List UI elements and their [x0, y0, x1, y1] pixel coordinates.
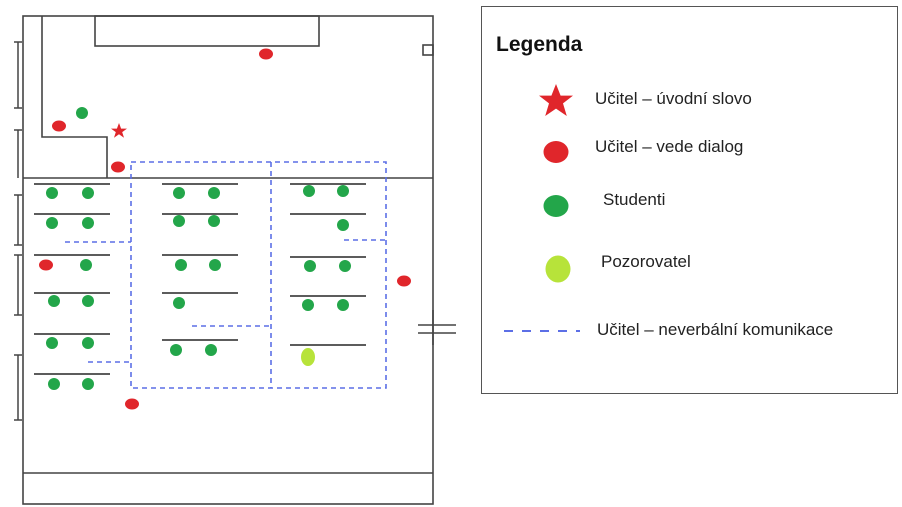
legend-item-teacher-intro: Učitel – úvodní slovo [482, 83, 897, 123]
student-dot [208, 187, 220, 199]
teacher-dialog-dot [39, 259, 53, 271]
student-dot [82, 378, 94, 390]
room-walls [22, 15, 434, 505]
teacher-dialog-positions [39, 48, 411, 410]
student-dot [46, 217, 58, 229]
student-dot [209, 259, 221, 271]
observer-dot [301, 348, 315, 366]
student-dot [337, 299, 349, 311]
teacher-dialog-dot [52, 120, 66, 132]
student-dot [304, 260, 316, 272]
legend-item-nonverbal: Učitel – neverbální komunikace [482, 319, 897, 359]
student-dot [175, 259, 187, 271]
blackboard [94, 15, 320, 47]
student-dot [170, 344, 182, 356]
student-dot [302, 299, 314, 311]
student-dot [76, 107, 88, 119]
yellow-green-dot-icon [545, 255, 571, 283]
green-dot-icon [543, 195, 569, 217]
student-dot [337, 185, 349, 197]
student-dot [82, 337, 94, 349]
red-dot-icon [543, 141, 569, 163]
dashed-line-icon [504, 330, 580, 332]
student-dot [339, 260, 351, 272]
student-dot [337, 219, 349, 231]
legend-label-teacher-intro: Učitel – úvodní slovo [595, 89, 752, 108]
student-dot [208, 215, 220, 227]
nonverbal-zone [65, 161, 387, 389]
student-dot [173, 187, 185, 199]
student-dot [48, 378, 60, 390]
student-dot [173, 215, 185, 227]
student-dot [173, 297, 185, 309]
legend-label-nonverbal: Učitel – neverbální komunikace [597, 320, 834, 339]
legend-item-observer: Pozorovatel [482, 252, 897, 292]
student-dot [82, 217, 94, 229]
legend-label-teacher-dialog: Učitel – vede dialog [595, 137, 744, 156]
windows-left [14, 41, 22, 421]
teacher-dialog-dot [111, 161, 125, 173]
legend-label-observer: Pozorovatel [601, 252, 691, 271]
door-right [418, 310, 456, 345]
legend-title: Legenda [496, 33, 583, 56]
student-dot [303, 185, 315, 197]
student-dot [46, 187, 58, 199]
teacher-dialog-dot [125, 398, 139, 410]
desks [34, 183, 366, 375]
teacher-dialog-dot [397, 275, 411, 287]
teacher-dialog-dot [259, 48, 273, 60]
student-dot [48, 295, 60, 307]
legend-label-students: Studenti [603, 190, 666, 209]
student-dot [82, 187, 94, 199]
legend-item-students: Studenti [482, 187, 897, 227]
student-dot [205, 344, 217, 356]
students [46, 107, 351, 390]
wall-socket [422, 44, 434, 56]
legend-box: Legenda Učitel – úvodní slovo Učitel – v… [481, 6, 898, 394]
legend-item-teacher-dialog: Učitel – vede dialog [482, 133, 897, 173]
teacher-corner-wall [41, 16, 108, 178]
student-dot [46, 337, 58, 349]
teacher-intro-star [111, 123, 127, 138]
student-dot [82, 295, 94, 307]
star-icon [539, 84, 573, 116]
student-dot [80, 259, 92, 271]
